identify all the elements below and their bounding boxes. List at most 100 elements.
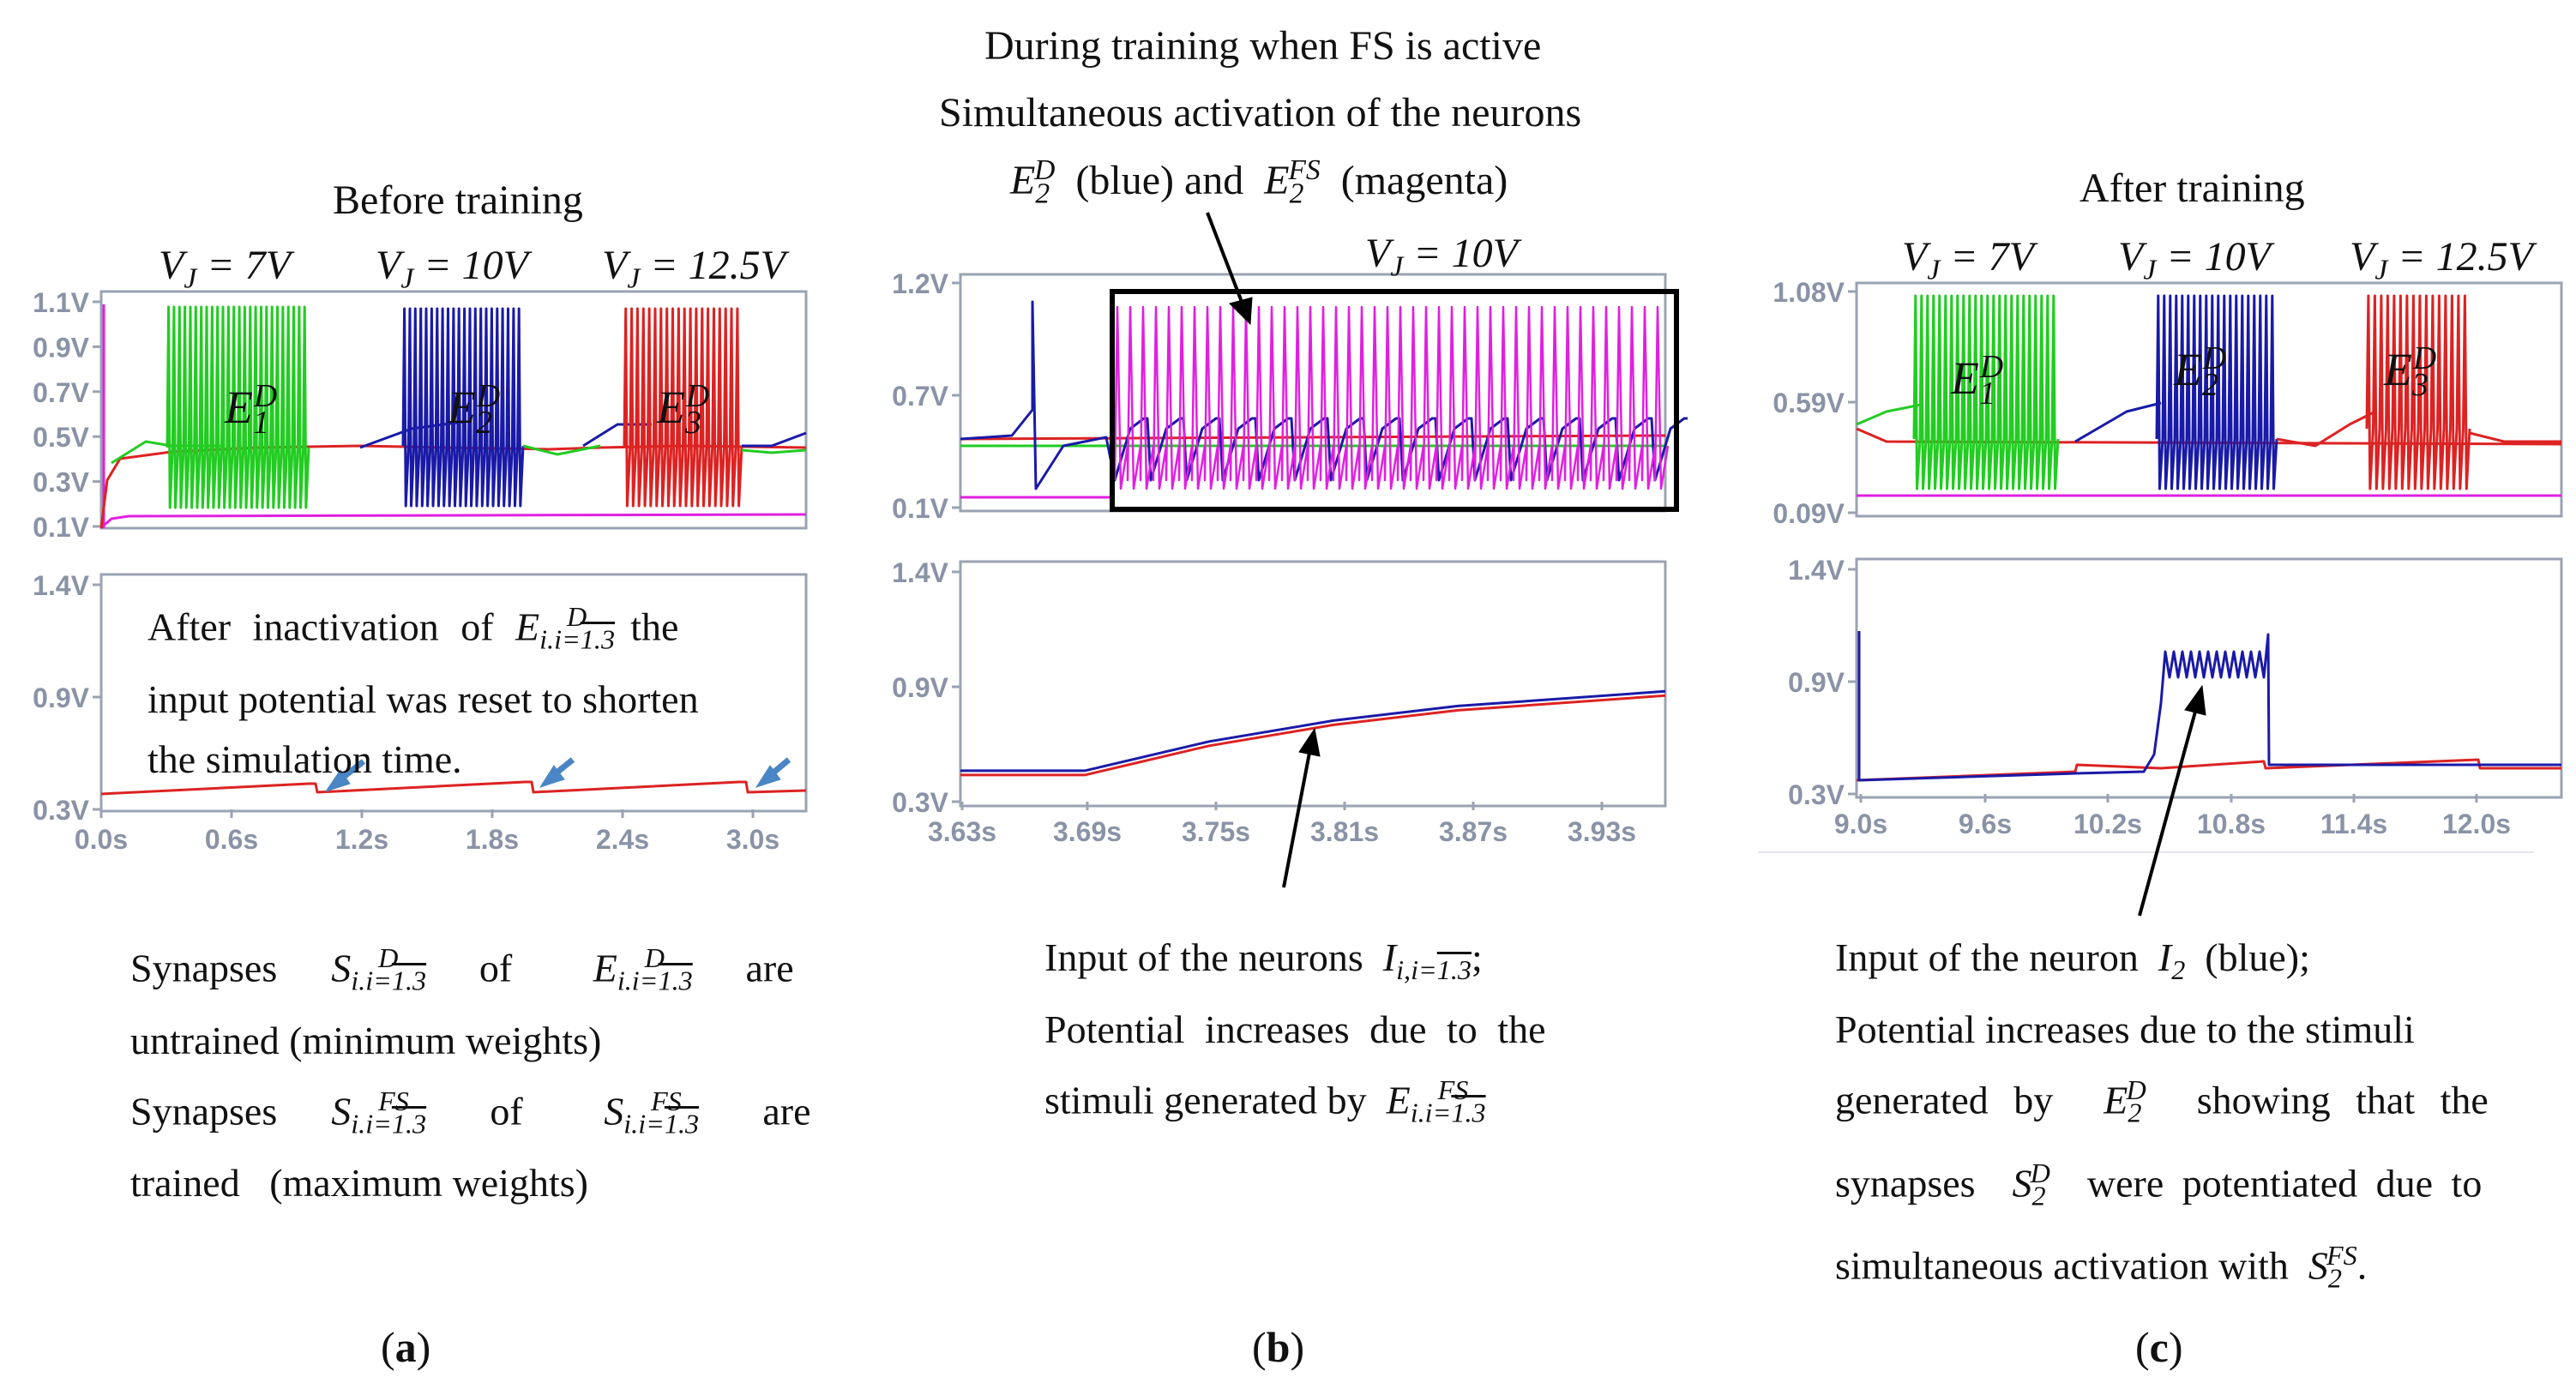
a-vj-label-2: VJ = 10V bbox=[376, 243, 528, 295]
x-tick-label: 1.8s bbox=[466, 824, 519, 855]
a-neuron-label-1: E1D bbox=[225, 378, 278, 441]
reset-arrows bbox=[324, 757, 791, 792]
x-tick-label: 11.4s bbox=[2320, 809, 2387, 839]
y-tick-label: 0.3V bbox=[33, 467, 89, 498]
a-top-y-ticks: 1.1V 0.9V 0.7V 0.5V 0.3V 0.1V bbox=[33, 287, 101, 543]
x-tick-label: 10.8s bbox=[2197, 809, 2266, 839]
c-annotation-arrow bbox=[2138, 684, 2206, 917]
a-caption-line-4: trained (maximum weights) bbox=[130, 1161, 588, 1206]
b-arrow-to-spikes bbox=[1206, 212, 1253, 326]
a-neuron-label-2: E2D bbox=[448, 378, 501, 441]
b-caption-line-3: stimuli generated by Ei.i=1.3FS bbox=[1044, 1074, 1486, 1128]
y-tick-label: 0.7V bbox=[33, 377, 89, 408]
x-tick-label: 3.69s bbox=[1053, 816, 1122, 847]
c-caption-line-4: synapses S2D were potentiated due to bbox=[1835, 1157, 2483, 1212]
c-red-tail bbox=[2469, 431, 2561, 443]
x-tick-label: 3.0s bbox=[726, 824, 779, 855]
c-green-rise bbox=[1856, 403, 1922, 426]
c-input-blue bbox=[1857, 631, 2561, 782]
c-neuron-label-3: E3D bbox=[2384, 340, 2437, 403]
a-green-tail bbox=[741, 448, 807, 454]
b-caption: Input of the neurons Ii,i=1.3; Potential… bbox=[1044, 928, 1546, 1143]
x-tick-label: 3.63s bbox=[928, 816, 996, 847]
panel-a: 1.1V0.9V0.7V0.5V0.3V0.1V 1.4V0.9V0.3V0.0… bbox=[33, 287, 808, 855]
b-title-line-2: Simultaneous activation of the neurons bbox=[939, 90, 1582, 135]
y-tick-label: 0.1V bbox=[892, 493, 948, 524]
c-red-baseline bbox=[1856, 427, 2562, 446]
a-blue-mid bbox=[582, 423, 652, 448]
a-annotation-line-3: the simulation time. bbox=[147, 737, 462, 781]
y-tick-label: 1.4V bbox=[33, 570, 89, 601]
a-vj-label-1: VJ = 7V bbox=[159, 243, 291, 295]
b-panel-label: (b) bbox=[1252, 1323, 1305, 1371]
a-caption-line-3: Synapses Si.i=1.3FS of Si.i=1.3FS are bbox=[130, 1085, 811, 1139]
b-input-red bbox=[960, 694, 1666, 777]
a-panel-label: (a) bbox=[381, 1323, 431, 1371]
panel-c: 1.08V 0.59V 0.09V 1.4V 0.9V 0.3V9.0s 9.6s 10.2… bbox=[1758, 277, 2563, 917]
y-tick-label: 1.08V bbox=[1773, 277, 1845, 308]
y-tick-label: 1.4V bbox=[892, 557, 948, 588]
y-tick-label: 0.3V bbox=[33, 795, 89, 826]
c-caption-line-3: generated by E2D showing that the bbox=[1835, 1074, 2489, 1128]
a-annotation-line-1: After inactivation of Ei.i=1.3D the bbox=[147, 601, 679, 655]
c-top-y-ticks: 1.08V 0.59V 0.09V bbox=[1773, 277, 1857, 529]
x-tick-label: 3.93s bbox=[1568, 816, 1636, 847]
b-top-y-ticks: 1.2V 0.7V 0.1V bbox=[892, 268, 960, 524]
b-bottom-plot-area bbox=[959, 560, 1667, 808]
c-blue-rise bbox=[2074, 401, 2162, 443]
a-bottom-ticks: 1.4V 0.9V 0.3V0.0s 0.6s 1.2s 1.8s 2.4s 3.0s bbox=[33, 570, 779, 855]
x-tick-label: 1.2s bbox=[335, 824, 388, 855]
y-tick-label: 0.9V bbox=[892, 672, 948, 703]
b-annotation-arrows bbox=[1206, 212, 1321, 888]
y-tick-label: 0.9V bbox=[1788, 667, 1845, 698]
reset-arrow-1 bbox=[324, 759, 366, 792]
a-top-traces bbox=[99, 304, 807, 530]
a-bottom-plot-area bbox=[99, 573, 808, 813]
a-red-burst bbox=[623, 307, 743, 508]
b-caption-line-2: Potential increases due to the bbox=[1044, 1007, 1546, 1052]
c-vj-label-3: VJ = 12.5V bbox=[2350, 234, 2533, 286]
b-arrow-to-input bbox=[1282, 727, 1321, 888]
training-highlight-box bbox=[1110, 289, 1679, 512]
c-bottom-traces bbox=[1856, 631, 2561, 782]
y-tick-label: 0.59V bbox=[1773, 388, 1845, 418]
x-tick-label: 0.6s bbox=[205, 824, 258, 855]
x-tick-label: 9.0s bbox=[1834, 809, 1887, 839]
c-caption: Input of the neuron I2 (blue); Potential… bbox=[1835, 928, 2489, 1308]
b-bottom-ticks: 1.4V 0.9V 0.3V3.63s 3.69s 3.75s 3.81s 3.87s 3.9… bbox=[892, 557, 1636, 847]
c-bottom-ticks: 1.4V 0.9V 0.3V9.0s 9.6s 10.2s 10.8s 11.4s 12.0s bbox=[1788, 555, 2511, 839]
a-caption-line-2: untrained (minimum weights) bbox=[130, 1018, 602, 1062]
c-neuron-label-2: E2D bbox=[2174, 340, 2227, 403]
a-annotation: After inactivation of Ei.i=1.3D the inpu… bbox=[147, 586, 699, 790]
x-tick-label: 9.6s bbox=[1959, 809, 2012, 839]
a-bottom-traces bbox=[100, 780, 807, 796]
b-vj-label: VJ = 10V bbox=[1365, 231, 1518, 283]
b-title-line-3: E2D (blue) and E2FS (magenta) bbox=[1010, 154, 1508, 210]
c-caption-line-1: Input of the neuron I2 (blue); bbox=[1835, 935, 2310, 986]
x-tick-label: 0.0s bbox=[75, 824, 128, 855]
c-bottom-plot-area bbox=[1855, 557, 2563, 799]
c-red-burst bbox=[2365, 294, 2471, 490]
y-tick-label: 1.2V bbox=[892, 268, 948, 299]
x-tick-label: 12.0s bbox=[2442, 809, 2511, 839]
y-tick-label: 0.9V bbox=[33, 332, 89, 363]
y-tick-label: 1.4V bbox=[1788, 555, 1845, 586]
y-tick-label: 0.5V bbox=[33, 422, 89, 453]
a-annotation-line-2: input potential was reset to shorten bbox=[147, 676, 699, 721]
c-green-burst bbox=[1912, 294, 2060, 490]
x-tick-label: 3.81s bbox=[1310, 816, 1379, 847]
y-tick-label: 1.1V bbox=[33, 287, 89, 318]
y-tick-label: 0.1V bbox=[33, 512, 89, 543]
a-green-burst bbox=[166, 305, 310, 509]
x-tick-label: 3.87s bbox=[1439, 816, 1508, 847]
a-caption: Synapses Si.i=1.3D of Ei.i=1.3D are untr… bbox=[130, 928, 811, 1213]
c-red-rise bbox=[2276, 410, 2376, 448]
c-blue-burst bbox=[2155, 294, 2278, 490]
a-title: Before training bbox=[333, 177, 583, 223]
b-bottom-traces bbox=[960, 689, 1666, 777]
a-blue-burst bbox=[401, 307, 525, 508]
a-vj-label-3: VJ = 12.5V bbox=[602, 243, 785, 295]
b-input-blue bbox=[960, 689, 1666, 773]
y-tick-label: 0.7V bbox=[892, 381, 948, 412]
